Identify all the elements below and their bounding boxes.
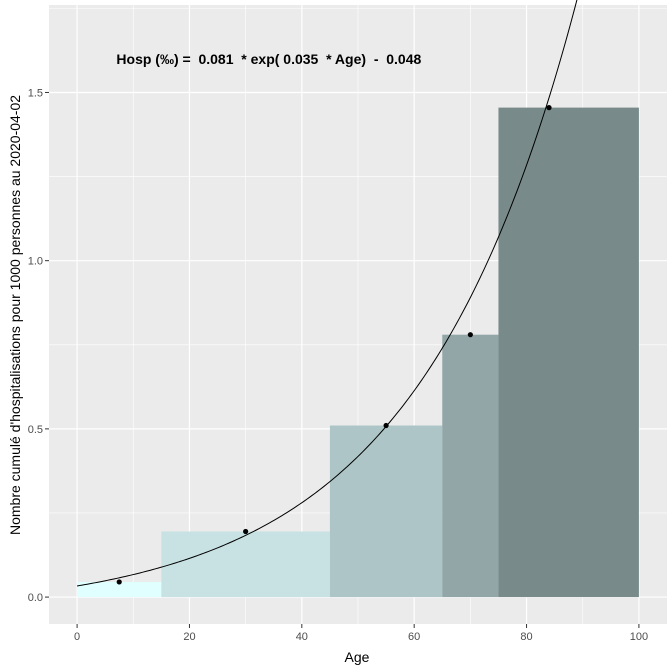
bar [442,334,499,598]
data-point [467,332,473,338]
y-axis-title: Nombre cumulé d'hospitalisations pour 10… [7,95,23,535]
x-tick-label: 0 [74,631,80,643]
x-axis: 0 20 40 60 80 100 [74,624,648,643]
x-tick-label: 20 [183,631,195,643]
x-tick-label: 40 [296,631,308,643]
x-tick-label: 100 [630,631,648,643]
y-tick-label: 0.5 [28,424,43,436]
y-tick-label: 1.5 [28,87,43,99]
y-tick-label: 1.0 [28,256,43,268]
bar [329,425,443,598]
equation-annotation: Hosp (‰) = 0.081 * exp( 0.035 * Age) - 0… [116,51,421,67]
fit-curve [77,0,578,587]
data-point [243,528,249,535]
data-point [546,105,552,111]
bar [498,107,639,598]
x-tick-label: 60 [408,631,420,643]
x-axis-title: Age [345,649,370,665]
bars [77,107,639,598]
fit-curve-group [77,0,578,587]
bar [77,581,162,598]
points [116,105,552,585]
x-tick-label: 80 [520,631,532,643]
y-axis: 0.0 0.5 1.0 1.5 [28,87,49,604]
data-point [116,579,122,585]
y-tick-label: 0.0 [28,592,43,604]
bar [161,531,330,598]
data-point [383,422,389,429]
